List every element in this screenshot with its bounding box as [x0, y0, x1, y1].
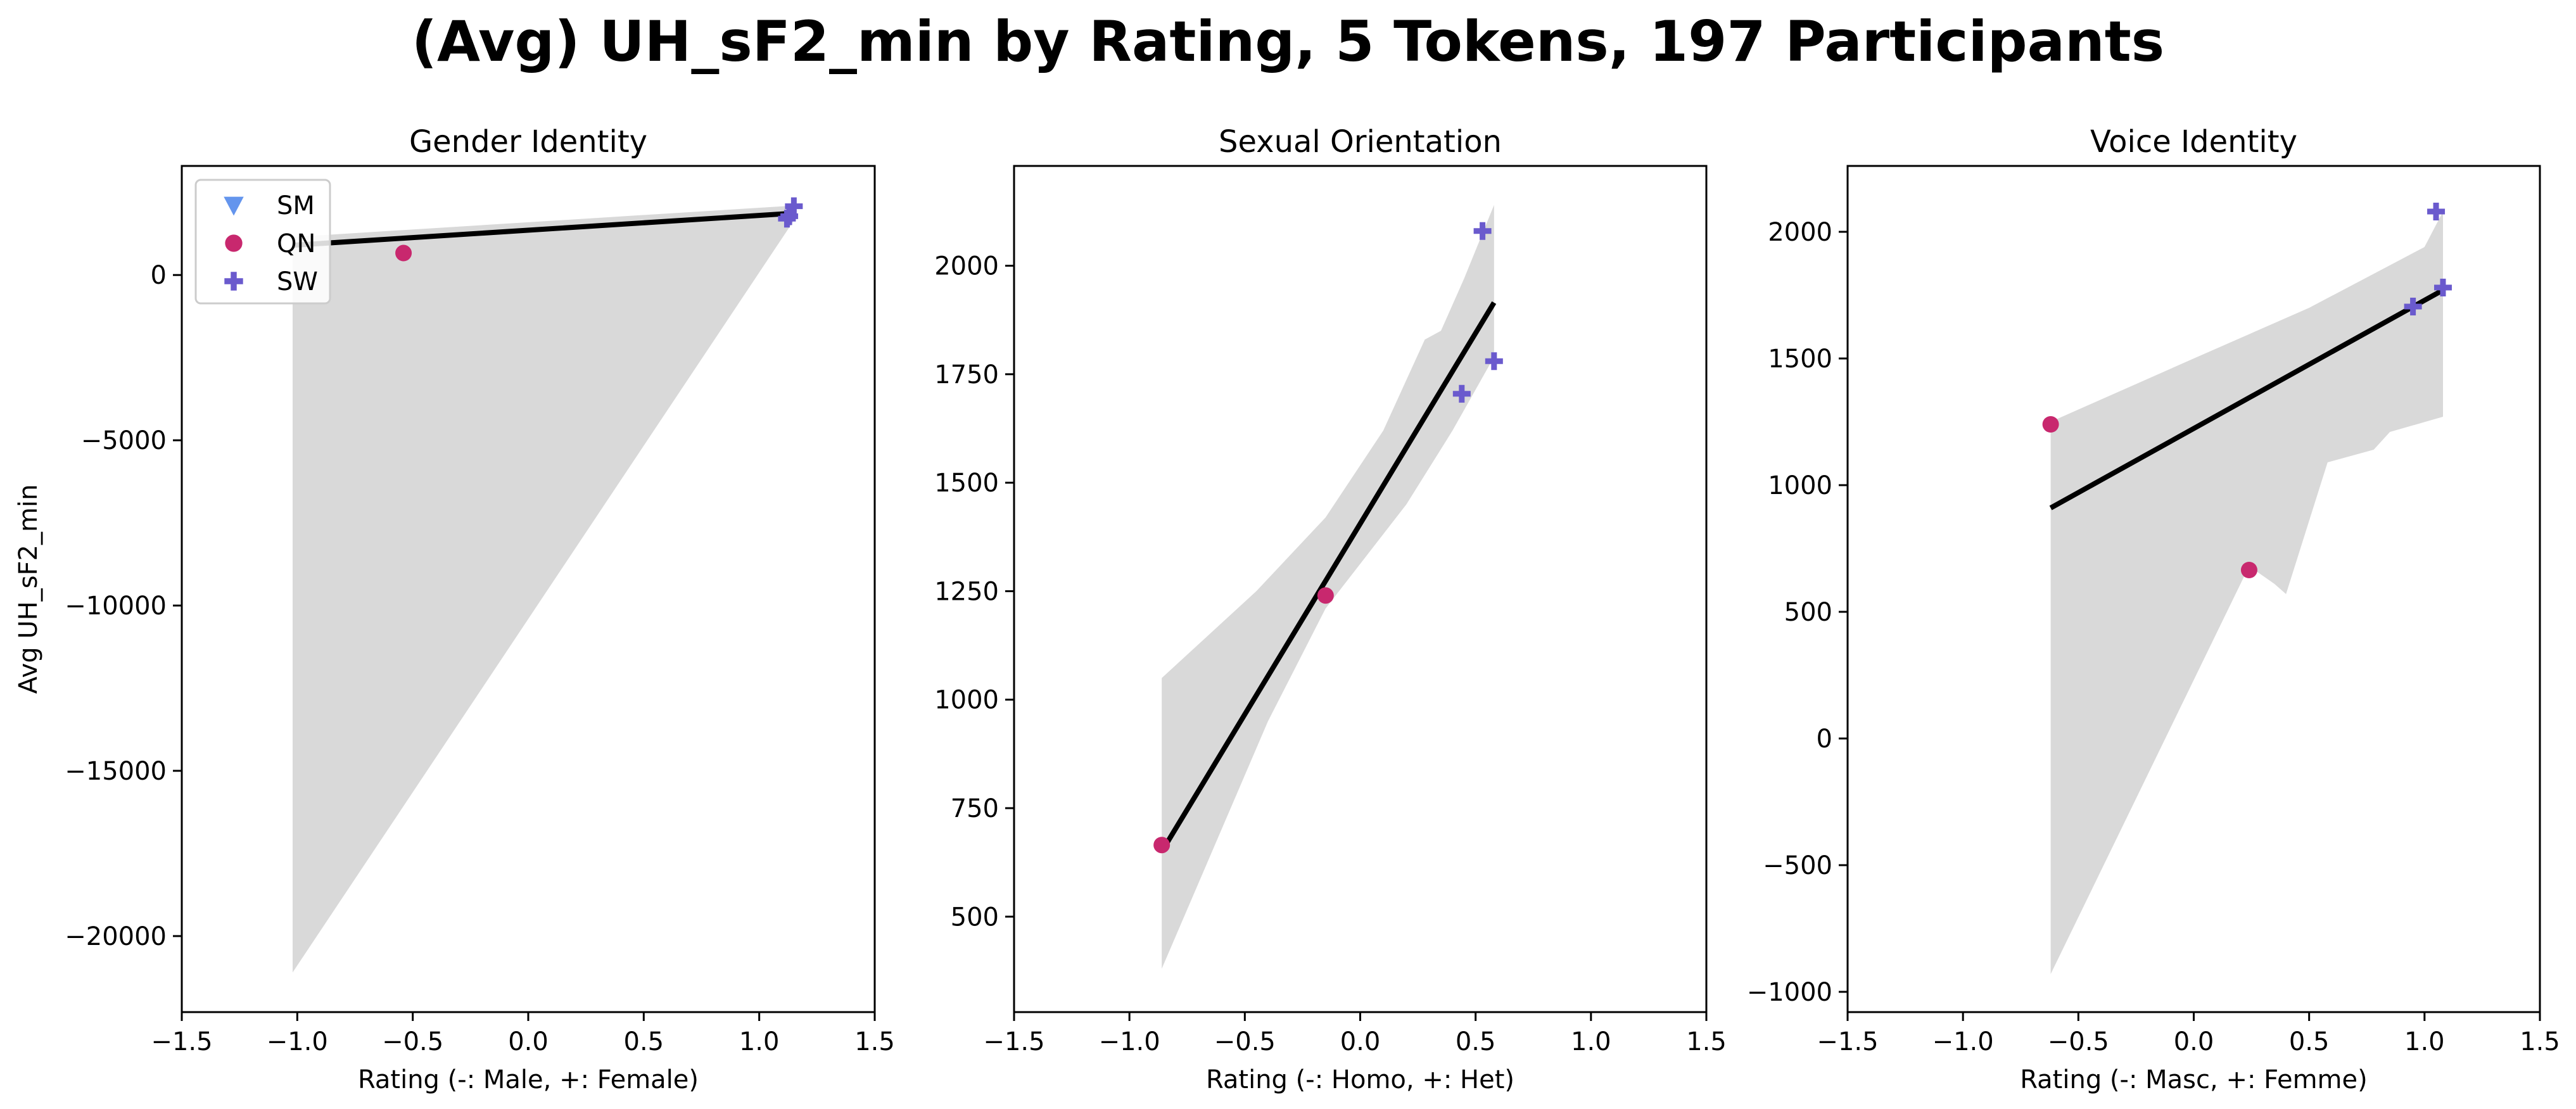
data-point-qn — [1153, 837, 1171, 854]
y-tick-label: 500 — [951, 903, 999, 932]
x-axis-label: Rating (-: Male, +: Female) — [358, 1065, 699, 1094]
regression-line — [1159, 301, 1497, 853]
data-point-qn — [395, 244, 412, 262]
y-tick-label: −5000 — [81, 426, 167, 455]
x-tick-label: 0.5 — [1456, 1027, 1496, 1056]
data-point-qn — [2240, 562, 2257, 578]
y-tick-label: −20000 — [65, 922, 167, 951]
data-point-qn — [1317, 587, 1334, 604]
x-tick-label: −0.5 — [1214, 1027, 1276, 1056]
y-tick-label: −10000 — [65, 592, 167, 621]
x-tick-label: 0.0 — [1340, 1027, 1381, 1056]
confidence-band — [293, 205, 794, 973]
plot-frame — [1013, 165, 1708, 1013]
panel-sexual-orientation: −1.5 −1.0 −0.5 0.0 0.5 1.0 1.5 500 750 1000 1250 15… — [934, 124, 1727, 1094]
x-tick-label: −1.0 — [1932, 1027, 1994, 1056]
y-tick-label: 500 — [1784, 598, 1832, 627]
data-point-sw — [2433, 279, 2452, 296]
x-tick-label: 1.5 — [2520, 1027, 2560, 1056]
y-tick-label: 750 — [951, 794, 999, 823]
y-tick-label: 0 — [151, 261, 167, 290]
data-point-sw — [785, 197, 803, 215]
data-point-qn — [2042, 416, 2059, 433]
data-point-sw — [2427, 203, 2446, 220]
x-tick-label: 0.0 — [508, 1027, 549, 1056]
y-tick-label: 1000 — [1768, 471, 1832, 500]
x-axis-label: Rating (-: Homo, +: Het) — [1206, 1065, 1514, 1094]
x-tick-label: −1.5 — [983, 1027, 1044, 1056]
y-tick-label: 0 — [1817, 725, 1832, 754]
y-tick-label: 1250 — [934, 577, 999, 606]
figure-title: (Avg) UH_sF2_min by Rating, 5 Tokens, 19… — [411, 9, 2165, 74]
panel-title: Voice Identity — [2090, 124, 2297, 160]
x-tick-label: −1.0 — [267, 1027, 328, 1056]
data-point-sw — [1473, 222, 1492, 240]
x-tick-label: −1.5 — [151, 1027, 212, 1056]
y-tick-label: 2000 — [1768, 218, 1832, 247]
confidence-band — [2050, 212, 2443, 974]
data-point-sw — [780, 207, 799, 225]
x-tick-label: 1.0 — [1571, 1027, 1611, 1056]
x-tick-label: 0.0 — [2174, 1027, 2214, 1056]
y-tick-label: 1000 — [934, 686, 999, 715]
y-tick-label: 2000 — [934, 252, 999, 281]
y-tick-label: −1000 — [1747, 978, 1832, 1007]
panel-voice-identity: −1.5 −1.0 −0.5 0.0 0.5 1.0 1.5 −1000 −500 0 500 100… — [1747, 124, 2560, 1094]
legend-marker-sw — [224, 272, 243, 291]
x-tick-label: 0.5 — [2289, 1027, 2330, 1056]
confidence-band — [1162, 205, 1494, 969]
panel-gender-identity: −1.5 −1.0 −0.5 0.0 0.5 1.0 1.5 0 −5000 −10000 −150… — [14, 124, 895, 1094]
x-tick-label: −0.5 — [2048, 1027, 2109, 1056]
legend-marker-qn — [225, 234, 243, 252]
legend-marker-sm — [224, 196, 244, 216]
regression-line — [2049, 288, 2444, 510]
y-tick-label: −15000 — [65, 757, 167, 786]
x-tick-label: 1.0 — [2404, 1027, 2445, 1056]
x-tick-label: −1.5 — [1817, 1027, 1878, 1056]
x-tick-label: 1.5 — [854, 1027, 895, 1056]
legend-label: QN — [277, 229, 315, 258]
y-tick-label: −500 — [1763, 851, 1832, 880]
x-tick-label: 1.5 — [1686, 1027, 1727, 1056]
data-point-sw — [1452, 384, 1471, 403]
y-tick-label: 1500 — [934, 469, 999, 498]
legend-label: SM — [277, 191, 315, 220]
x-axis-label: Rating (-: Masc, +: Femme) — [2020, 1065, 2367, 1094]
data-point-sw — [1485, 352, 1503, 371]
x-tick-label: −1.0 — [1099, 1027, 1160, 1056]
regression-line — [292, 210, 794, 248]
legend-box — [194, 179, 331, 305]
x-tick-label: 1.0 — [739, 1027, 780, 1056]
y-tick-label: 1750 — [934, 360, 999, 390]
y-tick-label: 1500 — [1768, 345, 1832, 374]
panel-title: Sexual Orientation — [1219, 124, 1502, 160]
x-tick-label: 0.5 — [624, 1027, 664, 1056]
y-axis-label: Avg UH_sF2_min — [14, 485, 43, 694]
legend: SM QN SW — [194, 179, 331, 305]
data-point-sw — [2404, 298, 2422, 315]
x-tick-label: −0.5 — [382, 1027, 443, 1056]
legend-label: SW — [277, 267, 318, 296]
panel-title: Gender Identity — [409, 124, 647, 160]
